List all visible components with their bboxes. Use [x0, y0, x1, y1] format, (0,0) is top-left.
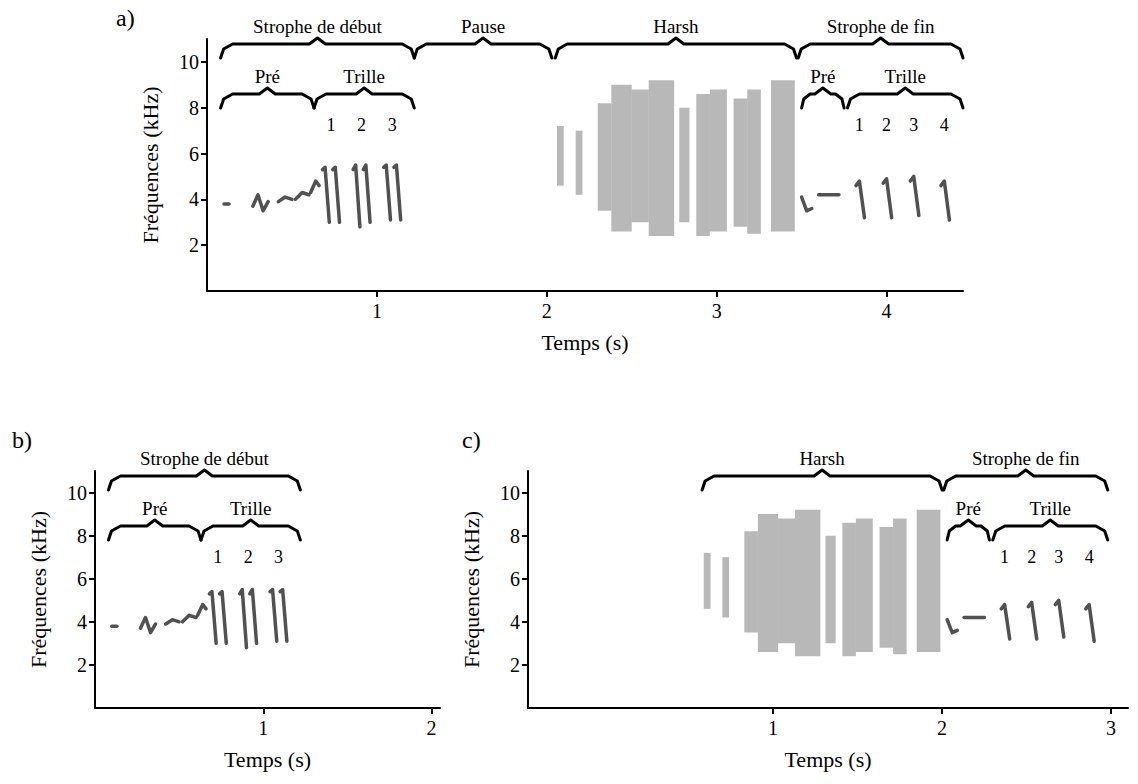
svg-text:10: 10 [500, 482, 520, 504]
svg-text:1: 1 [327, 115, 336, 135]
svg-text:1: 1 [768, 717, 778, 739]
svg-text:3: 3 [1106, 717, 1116, 739]
svg-text:2: 2 [937, 717, 947, 739]
svg-text:1: 1 [1000, 547, 1009, 567]
svg-text:4: 4 [940, 115, 949, 135]
svg-text:Trille: Trille [343, 66, 385, 87]
svg-text:b): b) [12, 427, 32, 453]
svg-text:8: 8 [510, 525, 520, 547]
svg-text:2: 2 [510, 654, 520, 676]
svg-text:4: 4 [510, 611, 520, 633]
svg-text:Pré: Pré [255, 66, 280, 87]
svg-text:2: 2 [189, 234, 199, 256]
svg-text:2: 2 [542, 300, 552, 322]
svg-text:3: 3 [909, 115, 918, 135]
svg-text:Harsh: Harsh [799, 448, 845, 469]
svg-text:3: 3 [712, 300, 722, 322]
svg-text:2: 2 [357, 115, 366, 135]
svg-text:Strophe de début: Strophe de début [140, 448, 269, 469]
svg-text:4: 4 [1085, 547, 1094, 567]
svg-text:1: 1 [372, 300, 382, 322]
svg-text:2: 2 [1027, 547, 1036, 567]
svg-text:a): a) [116, 5, 135, 31]
svg-text:Trille: Trille [1029, 498, 1071, 519]
svg-text:8: 8 [77, 525, 87, 547]
svg-text:4: 4 [77, 611, 87, 633]
svg-text:Pré: Pré [142, 498, 167, 519]
svg-text:Trille: Trille [884, 66, 926, 87]
svg-text:Strophe de début: Strophe de début [253, 16, 382, 37]
svg-text:8: 8 [189, 97, 199, 119]
svg-text:1: 1 [258, 717, 268, 739]
svg-text:1: 1 [855, 115, 864, 135]
svg-text:3: 3 [1054, 547, 1063, 567]
svg-text:6: 6 [77, 568, 87, 590]
svg-text:Pause: Pause [461, 16, 505, 37]
svg-text:3: 3 [274, 547, 283, 567]
svg-text:Temps (s): Temps (s) [541, 330, 628, 355]
svg-text:Harsh: Harsh [653, 16, 699, 37]
svg-text:Temps (s): Temps (s) [784, 747, 871, 772]
svg-text:2: 2 [77, 654, 87, 676]
svg-text:c): c) [462, 427, 481, 453]
svg-text:Strophe de fin: Strophe de fin [827, 16, 935, 37]
svg-text:Fréquences (kHz): Fréquences (kHz) [459, 511, 484, 668]
svg-text:2: 2 [244, 547, 253, 567]
svg-text:Fréquences (kHz): Fréquences (kHz) [26, 511, 51, 668]
svg-text:2: 2 [427, 717, 437, 739]
svg-text:Temps (s): Temps (s) [224, 747, 311, 772]
svg-text:10: 10 [179, 51, 199, 73]
svg-text:2: 2 [882, 115, 891, 135]
svg-text:Fréquences (kHz): Fréquences (kHz) [138, 87, 163, 244]
svg-text:10: 10 [67, 482, 87, 504]
svg-text:Pré: Pré [956, 498, 981, 519]
svg-text:4: 4 [882, 300, 892, 322]
svg-text:Pré: Pré [810, 66, 835, 87]
svg-text:6: 6 [510, 568, 520, 590]
svg-text:Strophe de fin: Strophe de fin [972, 448, 1080, 469]
svg-text:6: 6 [189, 143, 199, 165]
svg-text:1: 1 [213, 547, 222, 567]
svg-text:Trille: Trille [230, 498, 272, 519]
svg-text:3: 3 [388, 115, 397, 135]
svg-text:4: 4 [189, 188, 199, 210]
